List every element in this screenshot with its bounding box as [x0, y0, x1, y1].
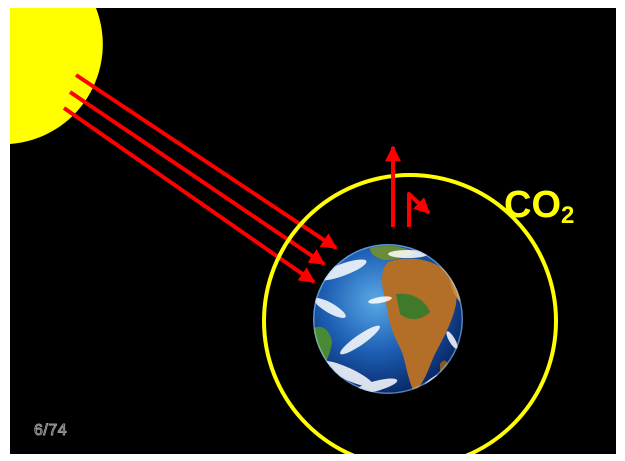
page-number: 6/74	[33, 422, 68, 440]
incoming-arrow	[74, 73, 338, 250]
sun-shape	[10, 8, 103, 144]
outgoing-radiation-arrows	[385, 145, 431, 227]
slide: CO2 6/74	[10, 8, 616, 454]
co2-label-main: CO	[504, 184, 561, 226]
co2-label: CO2	[504, 186, 574, 228]
sun-icon	[10, 8, 103, 144]
reflected-arrow	[407, 192, 431, 227]
continent-africa	[382, 258, 457, 392]
co2-label-subscript: 2	[561, 202, 575, 229]
incoming-radiation-arrows	[62, 73, 338, 284]
earth-icon	[313, 244, 463, 394]
atmosphere-ring	[262, 173, 558, 454]
incoming-arrow	[68, 90, 326, 266]
greenhouse-diagram	[10, 8, 558, 454]
incoming-arrow	[62, 106, 316, 284]
